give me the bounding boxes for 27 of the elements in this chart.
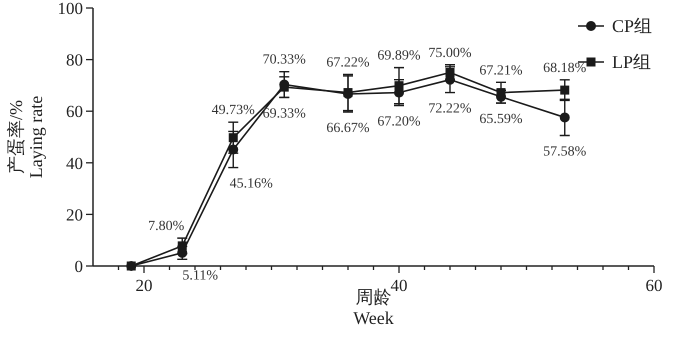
y-tick-label: 80	[66, 50, 83, 70]
data-label: 5.11%	[182, 268, 218, 284]
y-tick-label: 0	[74, 257, 83, 276]
x-tick-label: 60	[646, 276, 662, 295]
data-label: 68.18%	[543, 60, 587, 76]
data-label: 57.58%	[543, 144, 587, 160]
y-tick-label: 40	[66, 154, 83, 173]
y-tick-label: 20	[66, 205, 83, 224]
data-label: 75.00%	[428, 46, 472, 61]
data-label: 67.21%	[479, 63, 523, 78]
data-label: 72.22%	[428, 102, 472, 117]
x-tick-label: 20	[136, 276, 152, 295]
legend-label: LP组	[612, 52, 652, 72]
data-label: 7.80%	[148, 219, 185, 234]
data-label: 49.73%	[212, 103, 256, 118]
data-label: 66.67%	[326, 121, 370, 136]
data-label: 67.20%	[377, 114, 421, 130]
y-axis-title: 产蛋率/% Laying rate	[6, 96, 46, 178]
data-label: 69.89%	[377, 48, 421, 64]
legend-label: CP组	[612, 16, 652, 36]
y-tick-label: 100	[58, 0, 83, 18]
data-label: 45.16%	[230, 176, 274, 192]
y-tick-label: 60	[66, 102, 83, 122]
data-label: 69.33%	[262, 106, 306, 122]
data-label: 67.22%	[326, 56, 370, 71]
data-label: 70.33%	[262, 52, 306, 68]
data-label: 65.59%	[479, 112, 523, 128]
